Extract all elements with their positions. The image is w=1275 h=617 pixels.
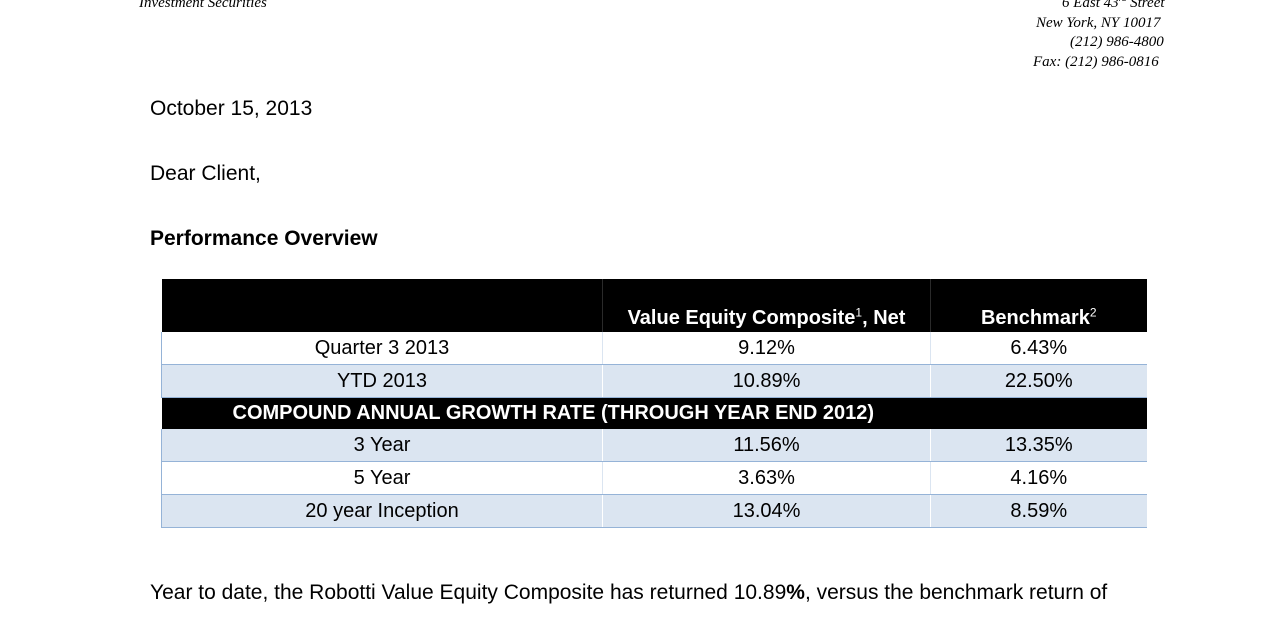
address-phone: (212) 986-4800 xyxy=(1070,34,1164,50)
row-benchmark: 4.16% xyxy=(930,461,1147,495)
performance-table: Value Equity Composite1, Net Benchmark2 … xyxy=(161,279,1147,528)
row-label: Quarter 3 2013 xyxy=(161,332,603,365)
letterhead-left: Investment Securities xyxy=(139,0,267,14)
table-row: 3 Year 11.56% 13.35% xyxy=(161,429,1147,462)
table-row: YTD 2013 10.89% 22.50% xyxy=(161,364,1147,398)
table-row: 20 year Inception 13.04% 8.59% xyxy=(161,494,1147,528)
row-benchmark: 22.50% xyxy=(930,364,1147,398)
letter-salutation: Dear Client, xyxy=(150,162,261,185)
header-composite: Value Equity Composite1, Net xyxy=(602,279,931,332)
row-composite: 11.56% xyxy=(602,429,931,462)
section-title: Performance Overview xyxy=(150,227,378,250)
table-row: Quarter 3 2013 9.12% 6.43% xyxy=(161,332,1147,365)
header-benchmark: Benchmark2 xyxy=(930,279,1147,332)
row-label: YTD 2013 xyxy=(161,364,603,398)
row-label: 5 Year xyxy=(161,461,603,495)
header-label-column xyxy=(161,279,603,332)
row-benchmark: 8.59% xyxy=(930,494,1147,528)
letter-date: October 15, 2013 xyxy=(150,97,313,120)
row-composite: 13.04% xyxy=(602,494,931,528)
address-city: New York, NY 10017 xyxy=(1036,14,1161,31)
section-label-cell: COMPOUND ANNUAL GROWTH RATE (THROUGH YEA… xyxy=(161,397,931,429)
table-row: 5 Year 3.63% 4.16% xyxy=(161,461,1147,495)
section-empty-cell xyxy=(930,397,1147,429)
address-fax: Fax: (212) 986-0816 xyxy=(1033,53,1159,70)
address-street: 6 East 43rd Street xyxy=(1062,0,1165,11)
table-section-row: COMPOUND ANNUAL GROWTH RATE (THROUGH YEA… xyxy=(161,397,1147,429)
row-label: 3 Year xyxy=(161,429,603,462)
cagr-section-label: COMPOUND ANNUAL GROWTH RATE (THROUGH YEA… xyxy=(232,402,875,424)
body-paragraph: Year to date, the Robotti Value Equity C… xyxy=(150,581,1108,604)
row-benchmark: 13.35% xyxy=(930,429,1147,462)
row-benchmark: 6.43% xyxy=(930,332,1147,365)
row-composite: 10.89% xyxy=(602,364,931,398)
row-composite: 9.12% xyxy=(602,332,931,365)
row-composite: 3.63% xyxy=(602,461,931,495)
letterhead-address: 6 East 43rd Street New York, NY 10017 (2… xyxy=(1000,0,1182,72)
letterhead-tagline: Investment Securities xyxy=(139,0,267,11)
row-label: 20 year Inception xyxy=(161,494,603,528)
table-header-row: Value Equity Composite1, Net Benchmark2 xyxy=(161,279,1147,332)
